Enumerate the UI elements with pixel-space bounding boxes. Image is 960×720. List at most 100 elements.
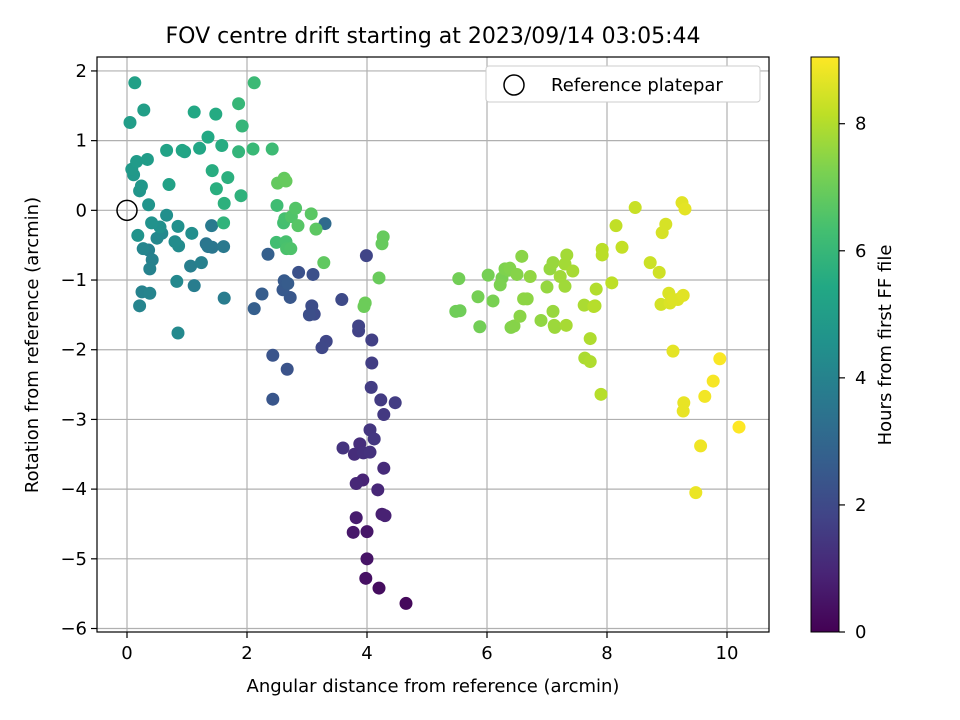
scatter-point	[131, 228, 145, 242]
scatter-point	[209, 182, 223, 196]
scatter-point	[265, 142, 279, 156]
scatter-point	[678, 202, 692, 216]
scatter-point	[261, 247, 275, 261]
y-tick-label: −1	[60, 270, 87, 291]
scatter-point	[205, 164, 219, 178]
scatter-point	[284, 242, 298, 256]
scatter-point	[217, 291, 231, 305]
scatter-point	[558, 279, 572, 293]
scatter-point	[378, 509, 392, 523]
scatter-point	[171, 326, 185, 340]
scatter-point	[315, 341, 329, 355]
scatter-point	[510, 267, 524, 281]
scatter-point	[160, 208, 174, 222]
colorbar: 0 2 4 6 8 Hours from first FF file	[810, 56, 896, 643]
scatter-point	[471, 290, 485, 304]
scatter-point	[279, 174, 293, 188]
colorbar-tick-label: 2	[855, 495, 866, 516]
scatter-point	[309, 222, 323, 236]
x-tick-label: 0	[121, 643, 132, 664]
scatter-point	[589, 282, 603, 296]
scatter-point	[187, 105, 201, 119]
x-tick-label: 10	[716, 643, 739, 664]
scatter-point	[493, 278, 507, 292]
scatter-point	[698, 389, 712, 403]
y-tick-label: −4	[60, 479, 87, 500]
scatter-point	[689, 486, 703, 500]
scatter-point	[269, 235, 283, 249]
plot-frame	[96, 56, 770, 633]
x-axis-label: Angular distance from reference (arcmin)	[247, 676, 620, 697]
legend: Reference platepar	[485, 65, 761, 103]
scatter-point	[171, 219, 185, 233]
scatter-point	[302, 308, 316, 322]
scatter-point	[540, 280, 554, 294]
scatter-point	[365, 333, 379, 347]
scatter-point	[713, 352, 727, 366]
scatter-point	[234, 189, 248, 203]
scatter-point	[193, 141, 207, 155]
scatter-point	[247, 302, 261, 316]
scatter-point	[453, 304, 467, 318]
scatter-point	[255, 287, 269, 301]
scatter-point	[306, 267, 320, 281]
scatter-point	[357, 300, 371, 314]
legend-box	[485, 65, 761, 103]
scatter-point	[123, 116, 137, 130]
colorbar-tick-label: 0	[855, 622, 866, 643]
scatter-point	[360, 552, 374, 566]
scatter-point	[360, 525, 374, 539]
scatter-point	[162, 178, 176, 192]
scatter-point	[452, 272, 466, 286]
scatter-point	[281, 277, 295, 291]
y-tick-label: 0	[76, 200, 87, 221]
scatter-point	[587, 300, 601, 314]
scatter-point	[160, 143, 174, 157]
scatter-point	[232, 145, 246, 159]
scatter-point	[367, 432, 381, 446]
scatter-point	[388, 396, 402, 410]
scatter-point	[246, 142, 260, 156]
scatter-point	[235, 119, 249, 133]
scatter-point	[523, 270, 537, 284]
y-tick-label: −6	[60, 619, 87, 640]
scatter-point	[652, 265, 666, 279]
scatter-point	[706, 374, 720, 388]
scatter-point	[376, 230, 390, 244]
scatter-point	[365, 356, 379, 370]
scatter-point	[346, 525, 360, 539]
y-tick-label: 1	[76, 131, 87, 152]
scatter-point	[583, 355, 597, 369]
scatter-point	[371, 483, 385, 497]
scatter-point	[732, 420, 746, 434]
scatter-point	[291, 219, 305, 233]
chart-title: FOV centre drift starting at 2023/09/14 …	[166, 24, 701, 49]
scatter-point	[136, 242, 150, 256]
legend-marker-icon	[503, 74, 525, 96]
scatter-point	[349, 477, 363, 491]
scatter-point	[292, 265, 306, 279]
scatter-point	[335, 293, 349, 307]
scatter-point	[266, 392, 280, 406]
scatter-point	[473, 320, 487, 334]
scatter-point	[595, 242, 609, 256]
scatter-point	[304, 207, 318, 221]
scatter-point	[359, 571, 373, 585]
scatter-point	[289, 201, 303, 215]
scatter-point	[609, 219, 623, 233]
scatter-point	[605, 276, 619, 290]
scatter-point	[615, 240, 629, 254]
scatter-point	[577, 298, 591, 312]
scatter-point	[175, 143, 189, 157]
scatter-point	[583, 332, 597, 346]
scatter-point	[317, 256, 331, 270]
colorbar-gradient	[810, 56, 840, 633]
scatter-point	[270, 198, 284, 212]
colorbar-tick-label: 8	[855, 114, 866, 135]
scatter-point	[666, 344, 680, 358]
scatter-point	[201, 130, 215, 144]
scatter-point	[594, 387, 608, 401]
scatter-point	[168, 235, 182, 249]
scatter-point	[205, 219, 219, 233]
scatter-point	[399, 596, 413, 610]
